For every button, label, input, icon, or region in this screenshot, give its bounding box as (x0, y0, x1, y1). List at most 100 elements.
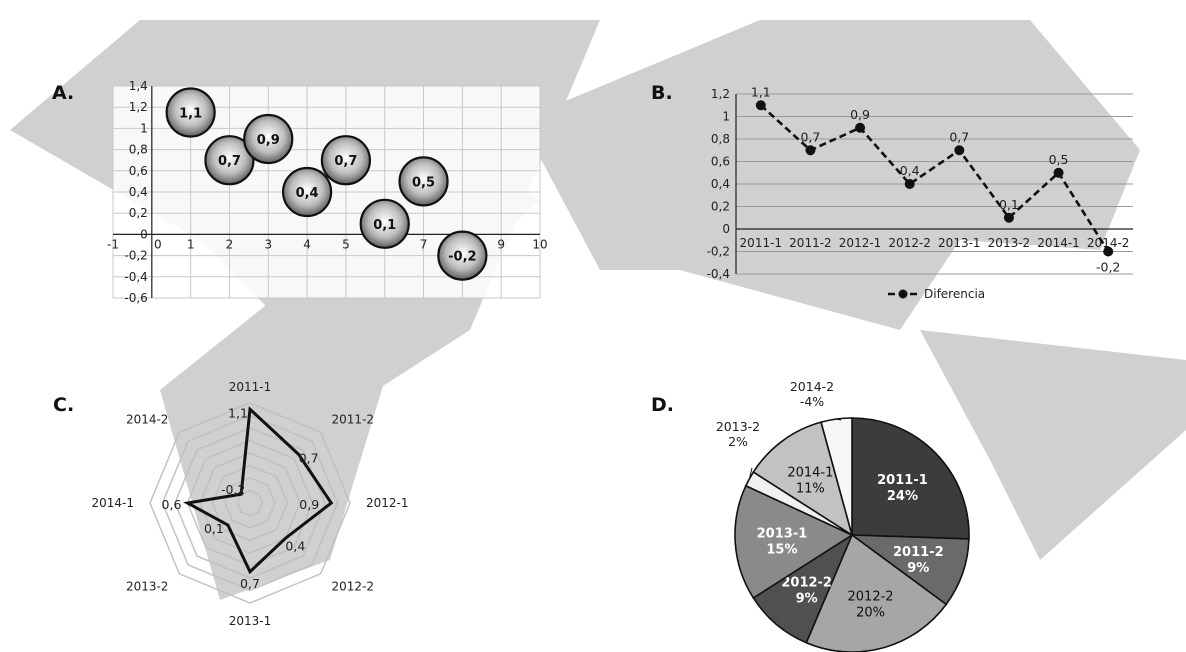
panel-d-label: D. (651, 394, 674, 416)
y-tick-label: 0,6 (711, 155, 730, 169)
radar-value-label: 0,9 (299, 497, 319, 512)
radar-grid-ring (211, 464, 289, 542)
bubble-label: 1,1 (179, 107, 202, 122)
y-tick-label: 1 (722, 110, 730, 124)
radar-grid-ring (161, 414, 339, 592)
pie-slice-name: 2011-1 (877, 473, 928, 488)
panel-a-label: A. (52, 82, 74, 104)
radar-category-label: 2012-1 (366, 496, 409, 510)
y-tick-label: 0,4 (129, 185, 148, 199)
bubble-label: 0,4 (296, 186, 319, 201)
bubble (204, 135, 255, 186)
bubble (243, 113, 294, 165)
pie-slice (805, 533, 948, 652)
legend-marker (898, 289, 908, 299)
radar-grid-ring (174, 427, 326, 579)
x-tick-label: 7 (420, 237, 428, 251)
data-label: 0,7 (800, 129, 820, 144)
pie-slice (820, 417, 853, 536)
y-tick-label: -0,4 (707, 267, 730, 281)
bubble (320, 135, 372, 186)
y-tick-label: -0,2 (124, 249, 147, 263)
y-tick-label: -0,4 (124, 270, 147, 284)
x-tick-label: 2013-2 (988, 236, 1031, 250)
y-tick-label: 0,2 (129, 206, 148, 220)
radar-category-label: 2011-1 (229, 380, 272, 394)
radar-category-label: 2013-2 (126, 580, 169, 594)
series-line-diferencia (759, 104, 1110, 253)
pie-slice-value: 11% (796, 481, 825, 496)
radar-grid-ring (236, 489, 264, 517)
bubble (281, 166, 333, 218)
x-tick-label: 3 (264, 237, 272, 251)
radar-category-label: 2014-2 (126, 412, 169, 426)
data-point (755, 100, 766, 111)
radar-grid-ring (224, 477, 276, 529)
data-label: 0,7 (949, 129, 969, 144)
pie-leader-line (748, 467, 753, 479)
data-point (904, 179, 915, 189)
pie-slice-name: 2014-2 (790, 379, 834, 394)
data-point (855, 122, 866, 133)
radar-value-label: 1,1 (228, 405, 248, 420)
y-tick-label: 1 (140, 121, 148, 135)
y-tick-label: 0,6 (129, 164, 148, 178)
bubble (398, 156, 449, 207)
panel-b-label: B. (651, 82, 673, 104)
x-tick-label: 2011-1 (740, 236, 783, 250)
pie-slice (752, 421, 854, 537)
radar-grid-ring (199, 452, 301, 554)
radar-category-label: 2011-2 (332, 412, 375, 426)
y-tick-label: 0,8 (711, 132, 730, 146)
bubble-label: -0,2 (448, 250, 476, 265)
data-label: 1,1 (751, 84, 771, 99)
pie-slice-value: 2% (728, 434, 748, 449)
x-tick-label: 1 (187, 237, 195, 251)
bubble (165, 87, 216, 138)
x-tick-label: 10 (532, 237, 547, 251)
x-tick-label: -1 (107, 237, 119, 251)
pie-slice-value: 9% (907, 561, 929, 576)
y-tick-label: 0 (722, 222, 730, 236)
bubble-label: 0,7 (218, 154, 241, 169)
x-tick-label: 2014-1 (1037, 236, 1080, 250)
y-tick-label: 1,2 (711, 87, 730, 101)
x-tick-label: 2013-1 (938, 236, 981, 250)
x-tick-label: 2 (226, 237, 234, 251)
panel-c-label: C. (53, 394, 74, 416)
x-tick-label: 0 (154, 237, 162, 251)
bubble-label: 0,5 (412, 175, 435, 190)
radar-value-label: 0,4 (285, 538, 305, 553)
y-tick-label: 0,8 (129, 143, 148, 157)
x-tick-label: 5 (342, 237, 350, 251)
pie-slice-value: -4% (800, 394, 824, 409)
x-tick-label: 2012-2 (888, 236, 931, 250)
data-label: -0,2 (1096, 260, 1120, 275)
bubble (359, 198, 410, 249)
pie-leader-line (836, 418, 842, 421)
radar-chart: 2011-1 2011-2 2012-1 2012-2 2013-1 2013-2 2014… (91, 380, 408, 628)
radar-series-line (182, 406, 334, 575)
data-label: 0,4 (900, 163, 920, 178)
y-tick-label: 0,2 (711, 200, 730, 214)
bubble-label: 0,9 (257, 133, 280, 148)
radar-value-label: 0,7 (240, 576, 260, 591)
radar-grid-ring (186, 439, 314, 567)
line-chart: 1,2 1 0,8 0,6 0,4 0,2 0 -0,2 -0,4 2011-1 2011-2 201… (707, 84, 1133, 301)
x-tick-label: 2012-1 (839, 236, 882, 250)
data-point (954, 145, 965, 156)
data-point (1053, 167, 1064, 178)
data-point (1003, 212, 1014, 223)
y-tick-label: -0,2 (707, 245, 730, 259)
x-tick-label: 4 (303, 237, 311, 251)
bubble (437, 230, 488, 281)
bubble-label: 0,7 (334, 154, 357, 169)
x-tick-label: 9 (497, 237, 505, 251)
bubble-label: 0,1 (373, 218, 396, 233)
legend-label: Diferencia (924, 287, 985, 301)
data-label: 0,9 (850, 107, 870, 122)
y-tick-label: 1,4 (129, 79, 148, 93)
y-tick-label: 1,2 (129, 100, 148, 114)
data-point (805, 145, 816, 156)
